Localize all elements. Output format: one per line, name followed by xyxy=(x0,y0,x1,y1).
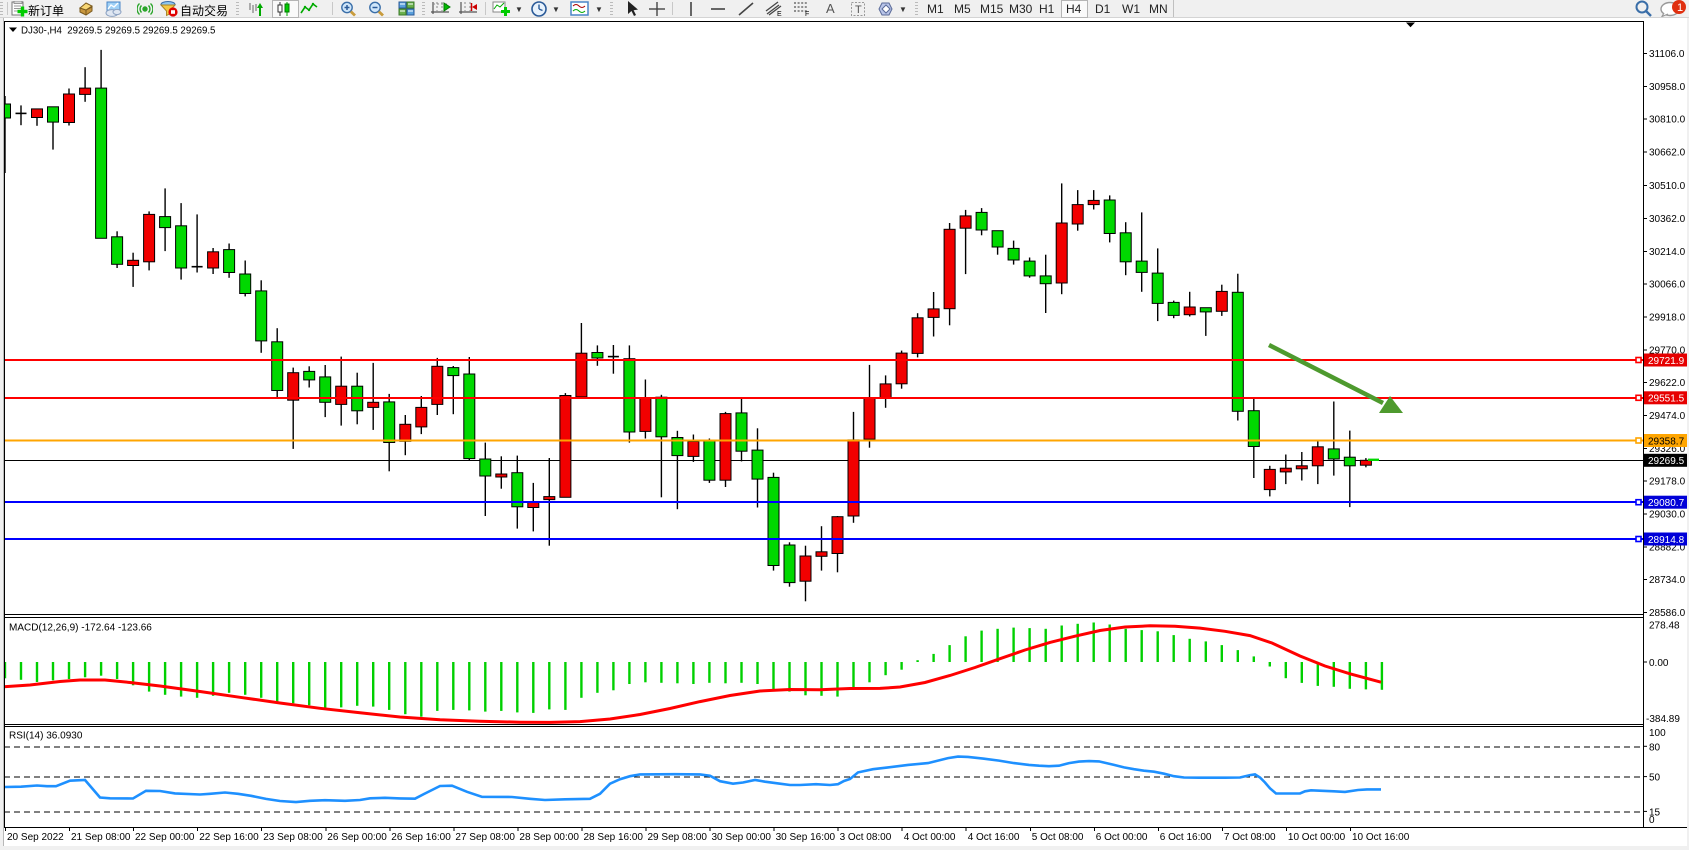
svg-text:29622.0: 29622.0 xyxy=(1649,378,1686,389)
svg-text:28882.0: 28882.0 xyxy=(1649,542,1686,553)
svg-text:29358.7: 29358.7 xyxy=(1648,436,1685,447)
svg-text:28914.8: 28914.8 xyxy=(1648,535,1685,546)
svg-text:30066.0: 30066.0 xyxy=(1649,280,1686,291)
svg-text:20 Sep 2022: 20 Sep 2022 xyxy=(7,832,64,843)
svg-text:F: F xyxy=(805,11,809,17)
svg-text:E: E xyxy=(777,11,782,17)
svg-text:28734.0: 28734.0 xyxy=(1649,575,1686,586)
svg-text:30214.0: 30214.0 xyxy=(1649,247,1686,258)
svg-text:29080.7: 29080.7 xyxy=(1648,498,1685,509)
svg-text:0: 0 xyxy=(1649,815,1655,826)
svg-text:RSI(14) 36.0930: RSI(14) 36.0930 xyxy=(9,730,83,741)
svg-text:1: 1 xyxy=(1677,2,1683,14)
svg-text:80: 80 xyxy=(1649,742,1661,753)
svg-text:7 Oct 08:00: 7 Oct 08:00 xyxy=(1224,832,1276,843)
svg-text:278.48: 278.48 xyxy=(1649,621,1680,632)
svg-text:4 Oct 00:00: 4 Oct 00:00 xyxy=(904,832,956,843)
svg-text:28 Sep 00:00: 28 Sep 00:00 xyxy=(519,832,579,843)
svg-text:6 Oct 00:00: 6 Oct 00:00 xyxy=(1096,832,1148,843)
svg-text:3 Oct 08:00: 3 Oct 08:00 xyxy=(840,832,892,843)
svg-text:30810.0: 30810.0 xyxy=(1649,115,1686,126)
svg-text:29918.0: 29918.0 xyxy=(1649,313,1686,324)
svg-text:10 Oct 00:00: 10 Oct 00:00 xyxy=(1288,832,1346,843)
svg-text:22 Sep 16:00: 22 Sep 16:00 xyxy=(199,832,259,843)
svg-text:4 Oct 16:00: 4 Oct 16:00 xyxy=(968,832,1020,843)
svg-text:5 Oct 08:00: 5 Oct 08:00 xyxy=(1032,832,1084,843)
svg-text:22 Sep 00:00: 22 Sep 00:00 xyxy=(135,832,195,843)
svg-text:29269.5: 29269.5 xyxy=(1648,456,1685,467)
svg-text:15: 15 xyxy=(1649,807,1661,818)
svg-text:29721.9: 29721.9 xyxy=(1648,356,1685,367)
svg-text:26 Sep 00:00: 26 Sep 00:00 xyxy=(327,832,387,843)
svg-text:21 Sep 08:00: 21 Sep 08:00 xyxy=(71,832,131,843)
svg-text:10 Oct 16:00: 10 Oct 16:00 xyxy=(1352,832,1410,843)
svg-text:0.00: 0.00 xyxy=(1649,658,1669,669)
svg-text:29326.0: 29326.0 xyxy=(1649,444,1686,455)
svg-text:DJ30-,H4 29269.5 29269.5 2926: DJ30-,H4 29269.5 29269.5 29269.5 29269.5 xyxy=(21,26,215,37)
svg-text:29770.0: 29770.0 xyxy=(1649,345,1686,356)
svg-text:29551.5: 29551.5 xyxy=(1648,394,1685,405)
svg-text:23 Sep 08:00: 23 Sep 08:00 xyxy=(263,832,323,843)
svg-text:30 Sep 00:00: 30 Sep 00:00 xyxy=(712,832,772,843)
svg-text:31106.0: 31106.0 xyxy=(1649,49,1685,60)
svg-text:-384.89: -384.89 xyxy=(1646,714,1680,725)
svg-text:30510.0: 30510.0 xyxy=(1649,181,1686,192)
svg-text:100: 100 xyxy=(1649,728,1666,739)
svg-text:T: T xyxy=(855,4,862,16)
svg-text:30 Sep 16:00: 30 Sep 16:00 xyxy=(776,832,836,843)
svg-text:30662.0: 30662.0 xyxy=(1649,148,1686,159)
svg-text:27 Sep 08:00: 27 Sep 08:00 xyxy=(455,832,515,843)
svg-text:30362.0: 30362.0 xyxy=(1649,214,1686,225)
svg-text:29474.0: 29474.0 xyxy=(1649,411,1686,422)
svg-text:28 Sep 16:00: 28 Sep 16:00 xyxy=(584,832,644,843)
svg-text:26 Sep 16:00: 26 Sep 16:00 xyxy=(391,832,451,843)
svg-text:29 Sep 08:00: 29 Sep 08:00 xyxy=(648,832,708,843)
svg-text:6 Oct 16:00: 6 Oct 16:00 xyxy=(1160,832,1212,843)
svg-text:MACD(12,26,9) -172.64 -123.66: MACD(12,26,9) -172.64 -123.66 xyxy=(9,623,152,634)
svg-text:28586.0: 28586.0 xyxy=(1649,608,1686,619)
svg-text:30958.0: 30958.0 xyxy=(1649,82,1686,93)
svg-text:29178.0: 29178.0 xyxy=(1649,477,1686,488)
svg-text:29030.0: 29030.0 xyxy=(1649,510,1686,521)
svg-text:50: 50 xyxy=(1649,773,1661,784)
